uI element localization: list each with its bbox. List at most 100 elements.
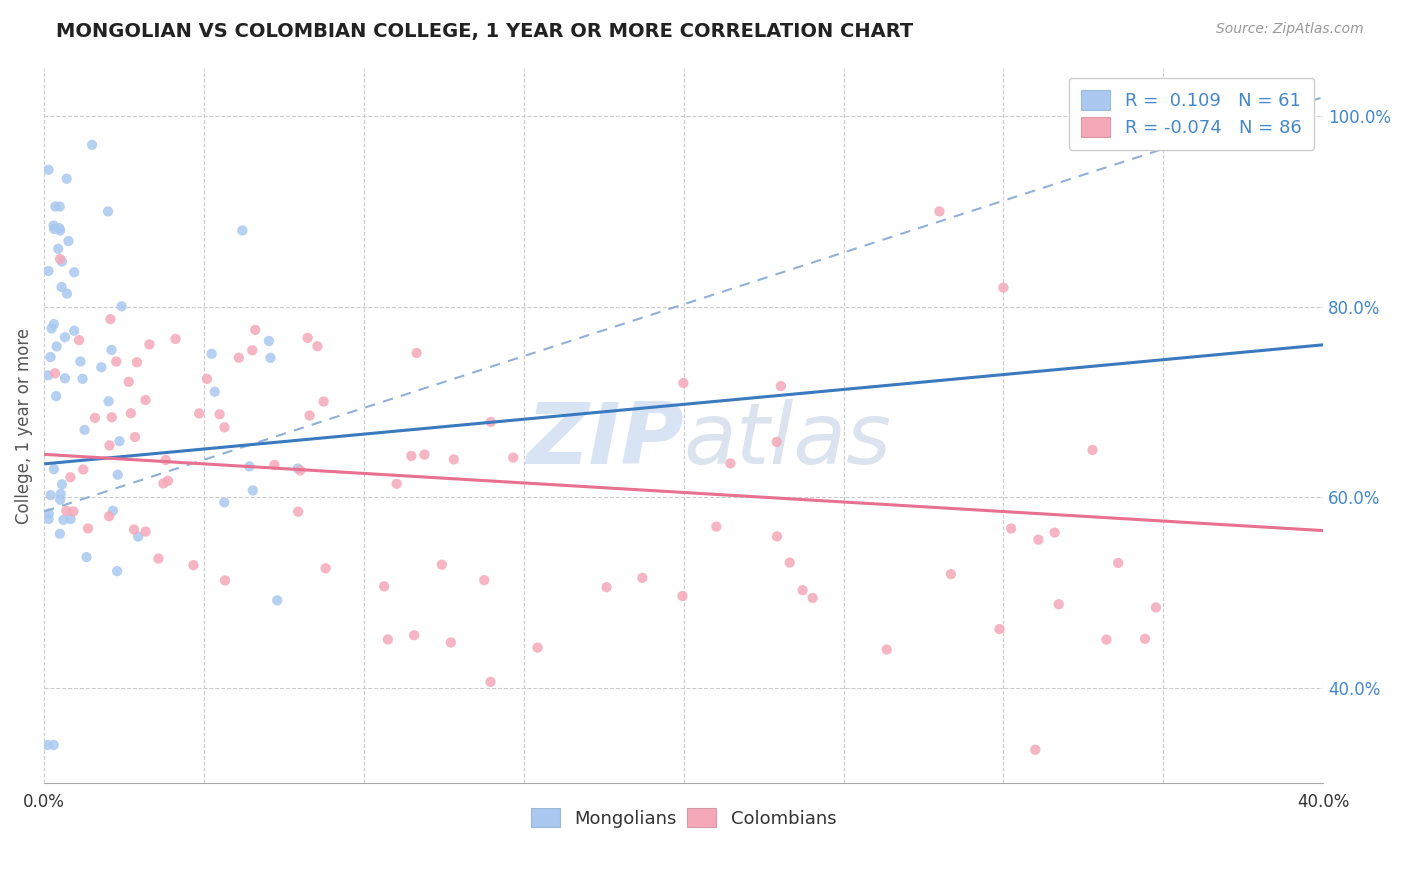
Point (430, 558, 453, 572)
Point (69, 354, 91, 368)
Point (62, 504, 84, 518)
Point (385, 476, 408, 491)
Point (373, 579, 395, 593)
Point (38, 512, 60, 526)
Point (38, 507, 60, 521)
Point (135, 392, 157, 407)
Point (413, 448, 436, 462)
Point (257, 334, 280, 348)
Point (56, 286, 79, 301)
Point (39, 350, 62, 364)
Point (765, 434, 787, 449)
Point (928, 204, 950, 219)
Point (49, 492, 72, 507)
Point (290, 463, 312, 477)
Point (41, 321, 63, 335)
Point (58, 234, 80, 248)
Point (63, 265, 86, 279)
Text: atlas: atlas (683, 399, 891, 482)
Point (631, 571, 654, 585)
Point (188, 406, 211, 420)
Point (238, 459, 260, 474)
Point (1024, 742, 1046, 756)
Point (110, 299, 132, 313)
Point (55, 171, 77, 186)
Point (44, 199, 66, 213)
Point (401, 449, 423, 463)
Point (63, 324, 86, 338)
Point (876, 642, 898, 657)
Point (72, 462, 94, 476)
Point (46, 242, 69, 256)
Point (38, 162, 60, 177)
Point (298, 409, 321, 423)
Point (204, 384, 226, 399)
Point (201, 347, 224, 361)
Y-axis label: College, 1 year or more: College, 1 year or more (15, 327, 32, 524)
Point (377, 632, 399, 647)
Point (101, 410, 124, 425)
Point (287, 505, 309, 519)
Point (39, 488, 62, 502)
Point (49, 252, 72, 266)
Point (76, 550, 98, 565)
Point (165, 332, 187, 346)
Point (769, 379, 792, 393)
Point (183, 558, 205, 573)
Point (59, 512, 82, 526)
Point (42, 222, 65, 236)
Point (120, 406, 142, 420)
Point (595, 580, 617, 594)
Point (1043, 525, 1066, 540)
Point (42, 462, 65, 476)
Point (1000, 521, 1022, 535)
Point (443, 452, 465, 467)
Point (228, 351, 250, 365)
Point (42, 219, 65, 233)
Point (72, 372, 94, 386)
Point (155, 453, 177, 467)
Point (240, 343, 263, 358)
Point (105, 564, 128, 578)
Point (479, 674, 502, 689)
Point (479, 415, 502, 429)
Point (1107, 556, 1129, 570)
Point (801, 591, 824, 605)
Point (49, 526, 72, 541)
Point (45, 339, 67, 353)
Point (1095, 632, 1118, 647)
Point (42, 738, 65, 752)
Point (49, 487, 72, 501)
Point (208, 407, 231, 421)
Point (55, 504, 77, 518)
Point (97, 204, 120, 219)
Text: ZIP: ZIP (526, 399, 683, 482)
Point (152, 476, 174, 491)
Point (1028, 533, 1050, 547)
Point (792, 583, 814, 598)
Point (287, 461, 309, 475)
Point (214, 420, 236, 434)
Text: MONGOLIAN VS COLOMBIAN COLLEGE, 1 YEAR OR MORE CORRELATION CHART: MONGOLIAN VS COLOMBIAN COLLEGE, 1 YEAR O… (56, 22, 914, 41)
Point (307, 339, 329, 353)
Point (1047, 597, 1070, 611)
Point (135, 524, 157, 539)
Point (779, 556, 801, 570)
Point (672, 376, 695, 390)
Point (97, 394, 120, 409)
Point (51, 254, 73, 268)
Point (297, 331, 319, 345)
Point (214, 495, 236, 509)
Point (1144, 600, 1167, 615)
Point (988, 622, 1011, 636)
Point (266, 593, 288, 607)
Point (118, 375, 141, 389)
Point (107, 467, 129, 482)
Legend: Mongolians, Colombians: Mongolians, Colombians (523, 800, 844, 835)
Point (312, 394, 335, 409)
Point (993, 280, 1015, 294)
Point (51, 280, 73, 294)
Point (52, 513, 75, 527)
Point (98, 438, 121, 452)
Point (101, 504, 124, 518)
